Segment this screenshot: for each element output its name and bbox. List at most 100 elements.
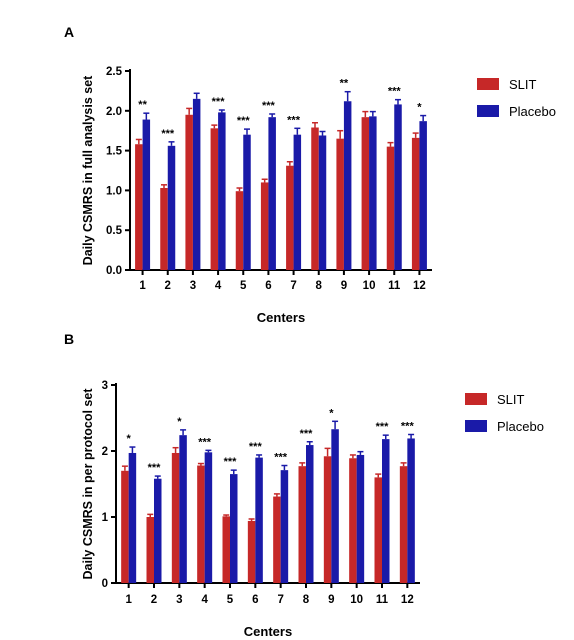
bar-slit — [185, 114, 193, 270]
significance-marker: *** — [212, 96, 226, 108]
x-tick-label: 12 — [401, 594, 414, 606]
bar-placebo — [192, 98, 201, 270]
y-tick-label: 1.5 — [106, 146, 123, 158]
x-tick-label: 8 — [316, 280, 323, 292]
bar-slit — [210, 128, 219, 270]
bar-placebo — [218, 112, 226, 270]
x-tick-label: 9 — [341, 280, 347, 292]
bar-slit — [222, 516, 230, 583]
x-axis-label: Centers — [244, 624, 292, 639]
bar-slit — [336, 138, 344, 270]
panel-letter: A — [64, 24, 74, 40]
significance-marker: *** — [224, 456, 238, 468]
bar-slit — [260, 182, 269, 270]
legend-swatch-placebo — [477, 105, 499, 117]
x-tick-label: 7 — [277, 594, 283, 606]
bar-slit — [121, 470, 129, 583]
bar-placebo — [204, 452, 213, 583]
significance-marker: * — [127, 433, 132, 445]
bar-placebo — [356, 454, 365, 583]
bar-placebo — [268, 117, 276, 270]
bar-slit — [160, 188, 168, 270]
significance-marker: *** — [262, 100, 276, 112]
bar-placebo — [369, 116, 377, 270]
significance-marker: * — [329, 407, 334, 419]
bar-slit — [197, 465, 205, 583]
bar-slit — [374, 477, 382, 583]
significance-marker: *** — [300, 428, 314, 440]
legend-swatch-slit — [465, 393, 487, 405]
x-axis-label: Centers — [257, 310, 305, 325]
bar-slit — [171, 452, 180, 583]
bar-slit — [323, 456, 332, 583]
bar-placebo — [394, 104, 402, 270]
bar-slit — [361, 117, 370, 270]
significance-marker: *** — [376, 421, 390, 433]
bar-slit — [399, 466, 408, 583]
x-tick-label: 3 — [176, 594, 182, 606]
y-tick-label: 1.0 — [106, 185, 122, 197]
bar-placebo — [179, 435, 187, 583]
bar-placebo — [167, 145, 176, 270]
x-tick-label: 4 — [201, 594, 208, 606]
y-tick-label: 2.5 — [106, 66, 123, 78]
panel-a-chart: A 0.0 0.5 1.0 1.5 2.0 2.5 Daily CSMRS in full a… — [64, 24, 556, 325]
x-tick-label: 5 — [240, 280, 247, 292]
bar-slit — [311, 127, 319, 271]
significance-marker: *** — [388, 86, 402, 98]
bar-placebo — [154, 478, 162, 583]
x-tick-label: 2 — [165, 280, 171, 292]
x-tick-label: 1 — [125, 594, 132, 606]
bar-placebo — [419, 121, 427, 270]
legend-label-slit: SLIT — [509, 77, 537, 92]
significance-marker: *** — [401, 421, 415, 433]
significance-marker: *** — [274, 452, 288, 464]
x-tick-label: 2 — [151, 594, 157, 606]
x-tick-label: 8 — [303, 594, 310, 606]
bar-slit — [135, 144, 143, 270]
y-axis-label: Daily CSMRS in per protocol set — [81, 388, 95, 580]
x-tick-label: 6 — [252, 594, 258, 606]
significance-marker: *** — [237, 115, 251, 127]
x-tick-label: 12 — [413, 280, 426, 292]
y-tick-label: 2 — [102, 446, 108, 458]
panel-letter: B — [64, 331, 74, 347]
legend-label-placebo: Placebo — [509, 104, 556, 119]
y-tick-label: 0 — [102, 578, 108, 590]
bar-placebo — [142, 119, 151, 270]
bar-placebo — [331, 429, 339, 583]
bar-placebo — [128, 452, 137, 583]
bar-slit — [349, 458, 357, 583]
bar-slit — [286, 165, 294, 270]
bar-placebo — [382, 439, 390, 583]
legend-label-placebo: Placebo — [497, 419, 544, 434]
bar-slit — [386, 146, 395, 270]
bar-placebo — [255, 457, 263, 583]
x-tick-label: 11 — [376, 594, 389, 606]
bar-placebo — [306, 445, 314, 583]
x-tick-label: 11 — [388, 280, 401, 292]
bar-slit — [146, 517, 154, 583]
x-tick-label: 9 — [328, 594, 334, 606]
x-tick-label: 1 — [139, 280, 146, 292]
x-tick-label: 5 — [227, 594, 234, 606]
x-tick-label: 7 — [290, 280, 296, 292]
y-tick-label: 0.5 — [106, 225, 123, 237]
significance-marker: * — [417, 102, 422, 114]
legend-label-slit: SLIT — [497, 392, 525, 407]
y-tick-label: 3 — [102, 380, 108, 392]
bar-placebo — [230, 474, 238, 583]
bar-placebo — [280, 470, 289, 583]
significance-marker: *** — [249, 441, 263, 453]
y-tick-label: 0.0 — [106, 265, 122, 277]
bar-slit — [411, 137, 420, 270]
legend-swatch-slit — [477, 78, 499, 90]
y-tick-label: 1 — [102, 512, 109, 524]
significance-marker: ** — [138, 99, 147, 111]
y-axis-label: Daily CSMRS in full analysis set — [81, 75, 95, 265]
significance-marker: ** — [340, 78, 349, 90]
bar-slit — [298, 466, 306, 583]
significance-marker: *** — [287, 114, 301, 126]
